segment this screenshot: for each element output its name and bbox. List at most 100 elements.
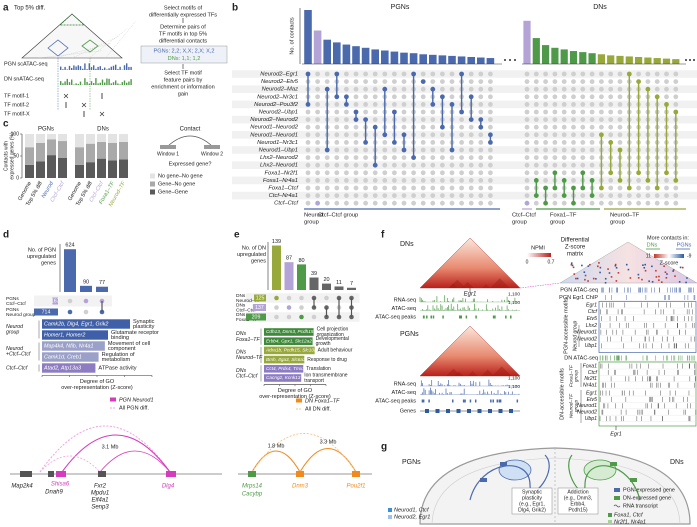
label: -9 [687, 253, 692, 259]
matrix-dot [305, 117, 311, 122]
gene [456, 409, 461, 413]
label: Eif4a1 [91, 498, 108, 504]
matrix-dot [315, 124, 320, 130]
matrix-dot [468, 132, 474, 138]
matrix-dot [599, 86, 604, 92]
legend-swatch [388, 515, 392, 519]
label: 0 [526, 259, 529, 265]
matrix-dot [299, 295, 304, 301]
matrix-dot [478, 71, 484, 77]
peak [432, 315, 435, 319]
matrix-dot [589, 200, 595, 206]
peak [475, 315, 477, 319]
label: Cdh13, Dnm3, Pcdh15 [266, 329, 314, 334]
legend-swatch [608, 513, 612, 517]
row-band [232, 85, 697, 93]
motif-box [598, 301, 697, 353]
matrix-dot [299, 305, 304, 310]
peak [490, 399, 492, 403]
matrix-dot [599, 193, 604, 199]
label: Mrps14 [242, 484, 263, 490]
label: Addiction [567, 489, 588, 495]
atac-bar [88, 63, 90, 70]
matrix-dot [382, 140, 388, 145]
label: Neurod1, Ctcf [394, 507, 430, 513]
label: More contacts in: [647, 235, 689, 241]
panel-letter: d [3, 230, 9, 241]
matrix-dot [580, 109, 586, 115]
label: 714 [42, 309, 51, 315]
matrix-dot [334, 185, 340, 191]
z-cell [666, 273, 668, 275]
z-cell [614, 264, 617, 267]
label: PGNs [6, 296, 19, 302]
label: Neurod [6, 346, 24, 352]
matrix-dot [274, 305, 279, 310]
matrix-dot [420, 109, 426, 115]
label: PGN-accessible motifs [563, 298, 569, 354]
atac-bar [99, 66, 101, 70]
label: Top 5% diff. [14, 6, 46, 12]
matrix-dot [571, 200, 576, 206]
matrix-dot [401, 193, 407, 199]
matrix-dot [67, 298, 73, 304]
matrix-dot [552, 193, 558, 199]
matrix-dot [488, 147, 493, 153]
peak [505, 315, 507, 319]
matrix-dot [344, 162, 349, 168]
matrix-dot [344, 185, 349, 191]
label: 137 [255, 305, 264, 311]
matrix-dot [580, 200, 586, 206]
z-cell [592, 277, 595, 280]
matrix-dot [617, 102, 623, 107]
matrix-dot [561, 162, 567, 168]
motif-x [81, 102, 87, 108]
label: TF motif-2 [4, 102, 29, 108]
matrix-dot [449, 86, 455, 92]
matrix-dot [286, 295, 292, 301]
label: binding [111, 335, 129, 341]
go-bar [42, 319, 130, 329]
z-cell [663, 265, 665, 268]
matrix-dot [533, 162, 539, 168]
atac-bar [75, 66, 77, 70]
matrix-dot [488, 109, 493, 115]
gene-box [480, 478, 487, 482]
panel-letter: g [381, 442, 387, 453]
matrix-dot [608, 124, 614, 130]
peak [459, 315, 461, 319]
matrix-dot [645, 79, 651, 84]
pairs-box [140, 45, 228, 64]
matrix-dot [315, 170, 320, 176]
stacked-bar [119, 134, 128, 142]
matrix-dot [645, 71, 651, 77]
matrix-dot [382, 162, 388, 168]
matrix-dot [580, 86, 586, 92]
matrix-dot [617, 132, 623, 138]
label: Camk1d, Creb1 [44, 354, 82, 360]
z-cell [617, 272, 620, 274]
matrix-dot [543, 79, 548, 84]
matrix-dot [571, 117, 576, 122]
matrix-dot [478, 155, 484, 161]
matrix-dot [372, 170, 378, 176]
matrix-dot [334, 200, 340, 206]
matrix-dot [664, 185, 669, 191]
bar [560, 49, 568, 64]
bar [309, 277, 319, 290]
matrix-dot [334, 178, 340, 183]
label: PGNs [391, 4, 410, 11]
label: Neurod2–Ubp1 [259, 110, 298, 116]
matrix-dot [430, 170, 436, 176]
matrix-dot [673, 200, 679, 206]
matrix-dot [401, 86, 407, 92]
count-bar [246, 313, 266, 321]
label: 39 [311, 271, 317, 277]
legend-swatch [110, 397, 116, 402]
matrix-dot [459, 185, 464, 191]
z-cell [576, 277, 579, 280]
label: Synaptic [522, 489, 542, 495]
label: DNs [593, 4, 607, 11]
label: Window 1 [157, 151, 179, 157]
matrix-dot [488, 79, 493, 84]
